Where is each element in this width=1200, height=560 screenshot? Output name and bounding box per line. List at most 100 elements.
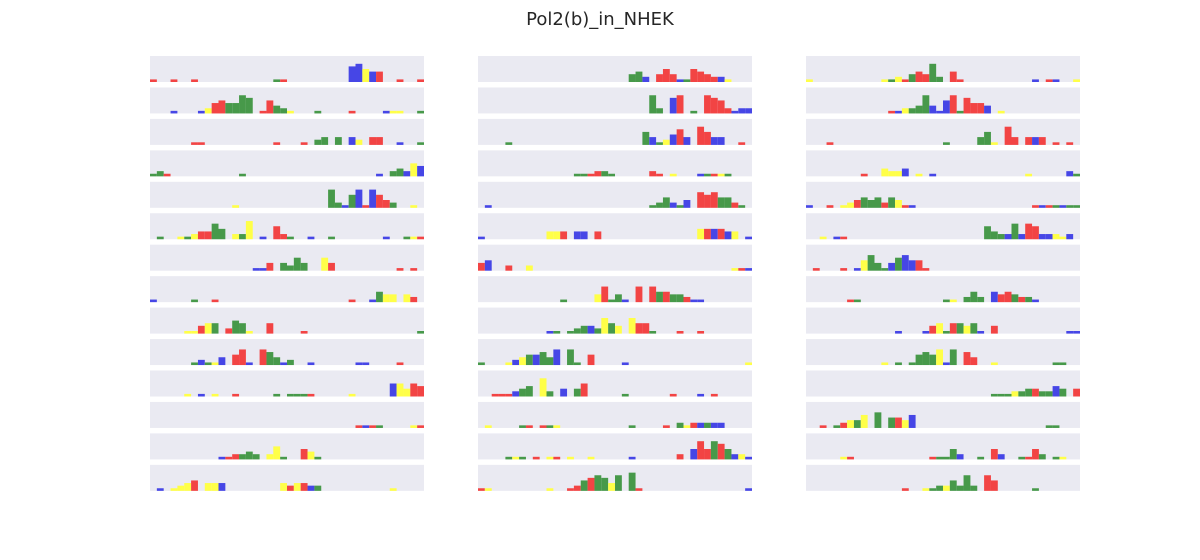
bar [745, 268, 752, 271]
bar [929, 63, 937, 82]
bar [704, 449, 711, 460]
bar [156, 488, 164, 491]
bar [587, 173, 595, 177]
bar [895, 417, 902, 428]
bar [184, 483, 192, 491]
bar [553, 456, 561, 460]
bar [512, 359, 520, 366]
bar [662, 291, 670, 303]
bar [697, 422, 705, 428]
bar [594, 171, 602, 177]
bar [867, 255, 875, 271]
bar [1032, 226, 1039, 240]
bar [949, 71, 957, 82]
bar [656, 74, 663, 82]
bar [211, 223, 219, 240]
bar [745, 456, 752, 460]
bar [1066, 171, 1074, 177]
bar [505, 362, 513, 366]
bar [204, 483, 212, 491]
bar [738, 268, 746, 271]
bar [587, 354, 595, 366]
bar [833, 425, 841, 428]
bar [1066, 331, 1074, 334]
bar [1038, 205, 1046, 208]
bar [635, 71, 643, 82]
bar [717, 197, 725, 208]
bar [881, 268, 889, 271]
bar [362, 362, 370, 366]
bar [232, 103, 240, 114]
bar [1052, 362, 1060, 366]
bar [888, 171, 896, 177]
bar [498, 393, 506, 397]
bar [259, 268, 267, 271]
bar [376, 71, 383, 82]
bar [615, 325, 622, 334]
bar [211, 483, 219, 491]
bar [997, 294, 1005, 303]
bar [525, 425, 533, 428]
bar [245, 221, 253, 240]
bar [608, 483, 615, 491]
panel-background [150, 433, 424, 460]
bar [936, 76, 943, 82]
bar [287, 393, 294, 397]
bar [745, 488, 752, 491]
bar [505, 142, 513, 145]
bar [860, 173, 868, 177]
bar [539, 425, 547, 428]
bar [218, 228, 226, 240]
bar [731, 110, 739, 114]
bar [819, 425, 827, 428]
bar [211, 393, 219, 397]
bar [1025, 296, 1033, 303]
bar [484, 425, 492, 428]
bar [847, 420, 854, 428]
bar [553, 331, 561, 334]
bar [826, 205, 834, 208]
bar [191, 142, 198, 145]
bar [204, 362, 212, 366]
bar [1025, 223, 1033, 240]
bar [321, 257, 329, 271]
panel-background [806, 276, 1080, 303]
bar [417, 236, 424, 240]
bar [697, 173, 705, 177]
bar [669, 294, 677, 303]
bar [697, 126, 705, 145]
bar [410, 163, 418, 177]
bar [519, 425, 526, 428]
bar [949, 449, 957, 460]
bar [970, 291, 978, 303]
bar [710, 137, 718, 145]
bar [1032, 137, 1039, 145]
bar [1004, 234, 1012, 240]
bar [601, 318, 609, 334]
bar [252, 268, 260, 271]
bar [1032, 79, 1039, 82]
bar [874, 412, 882, 428]
bar [895, 76, 902, 82]
bar [177, 485, 185, 491]
bar [956, 454, 964, 460]
bar [929, 456, 937, 460]
bar [895, 331, 902, 334]
bar [539, 378, 547, 397]
bar [546, 357, 554, 366]
bar [546, 391, 554, 397]
bar [348, 110, 356, 114]
bar [860, 260, 868, 271]
bar [184, 331, 192, 334]
bar [245, 97, 253, 114]
bar [197, 393, 205, 397]
bar [888, 417, 896, 428]
bar [656, 173, 663, 177]
bar [573, 362, 581, 366]
bar [328, 189, 335, 208]
bar [293, 257, 301, 271]
bar [888, 262, 896, 271]
bar [601, 477, 609, 491]
bar [232, 393, 240, 397]
bar [382, 236, 390, 240]
